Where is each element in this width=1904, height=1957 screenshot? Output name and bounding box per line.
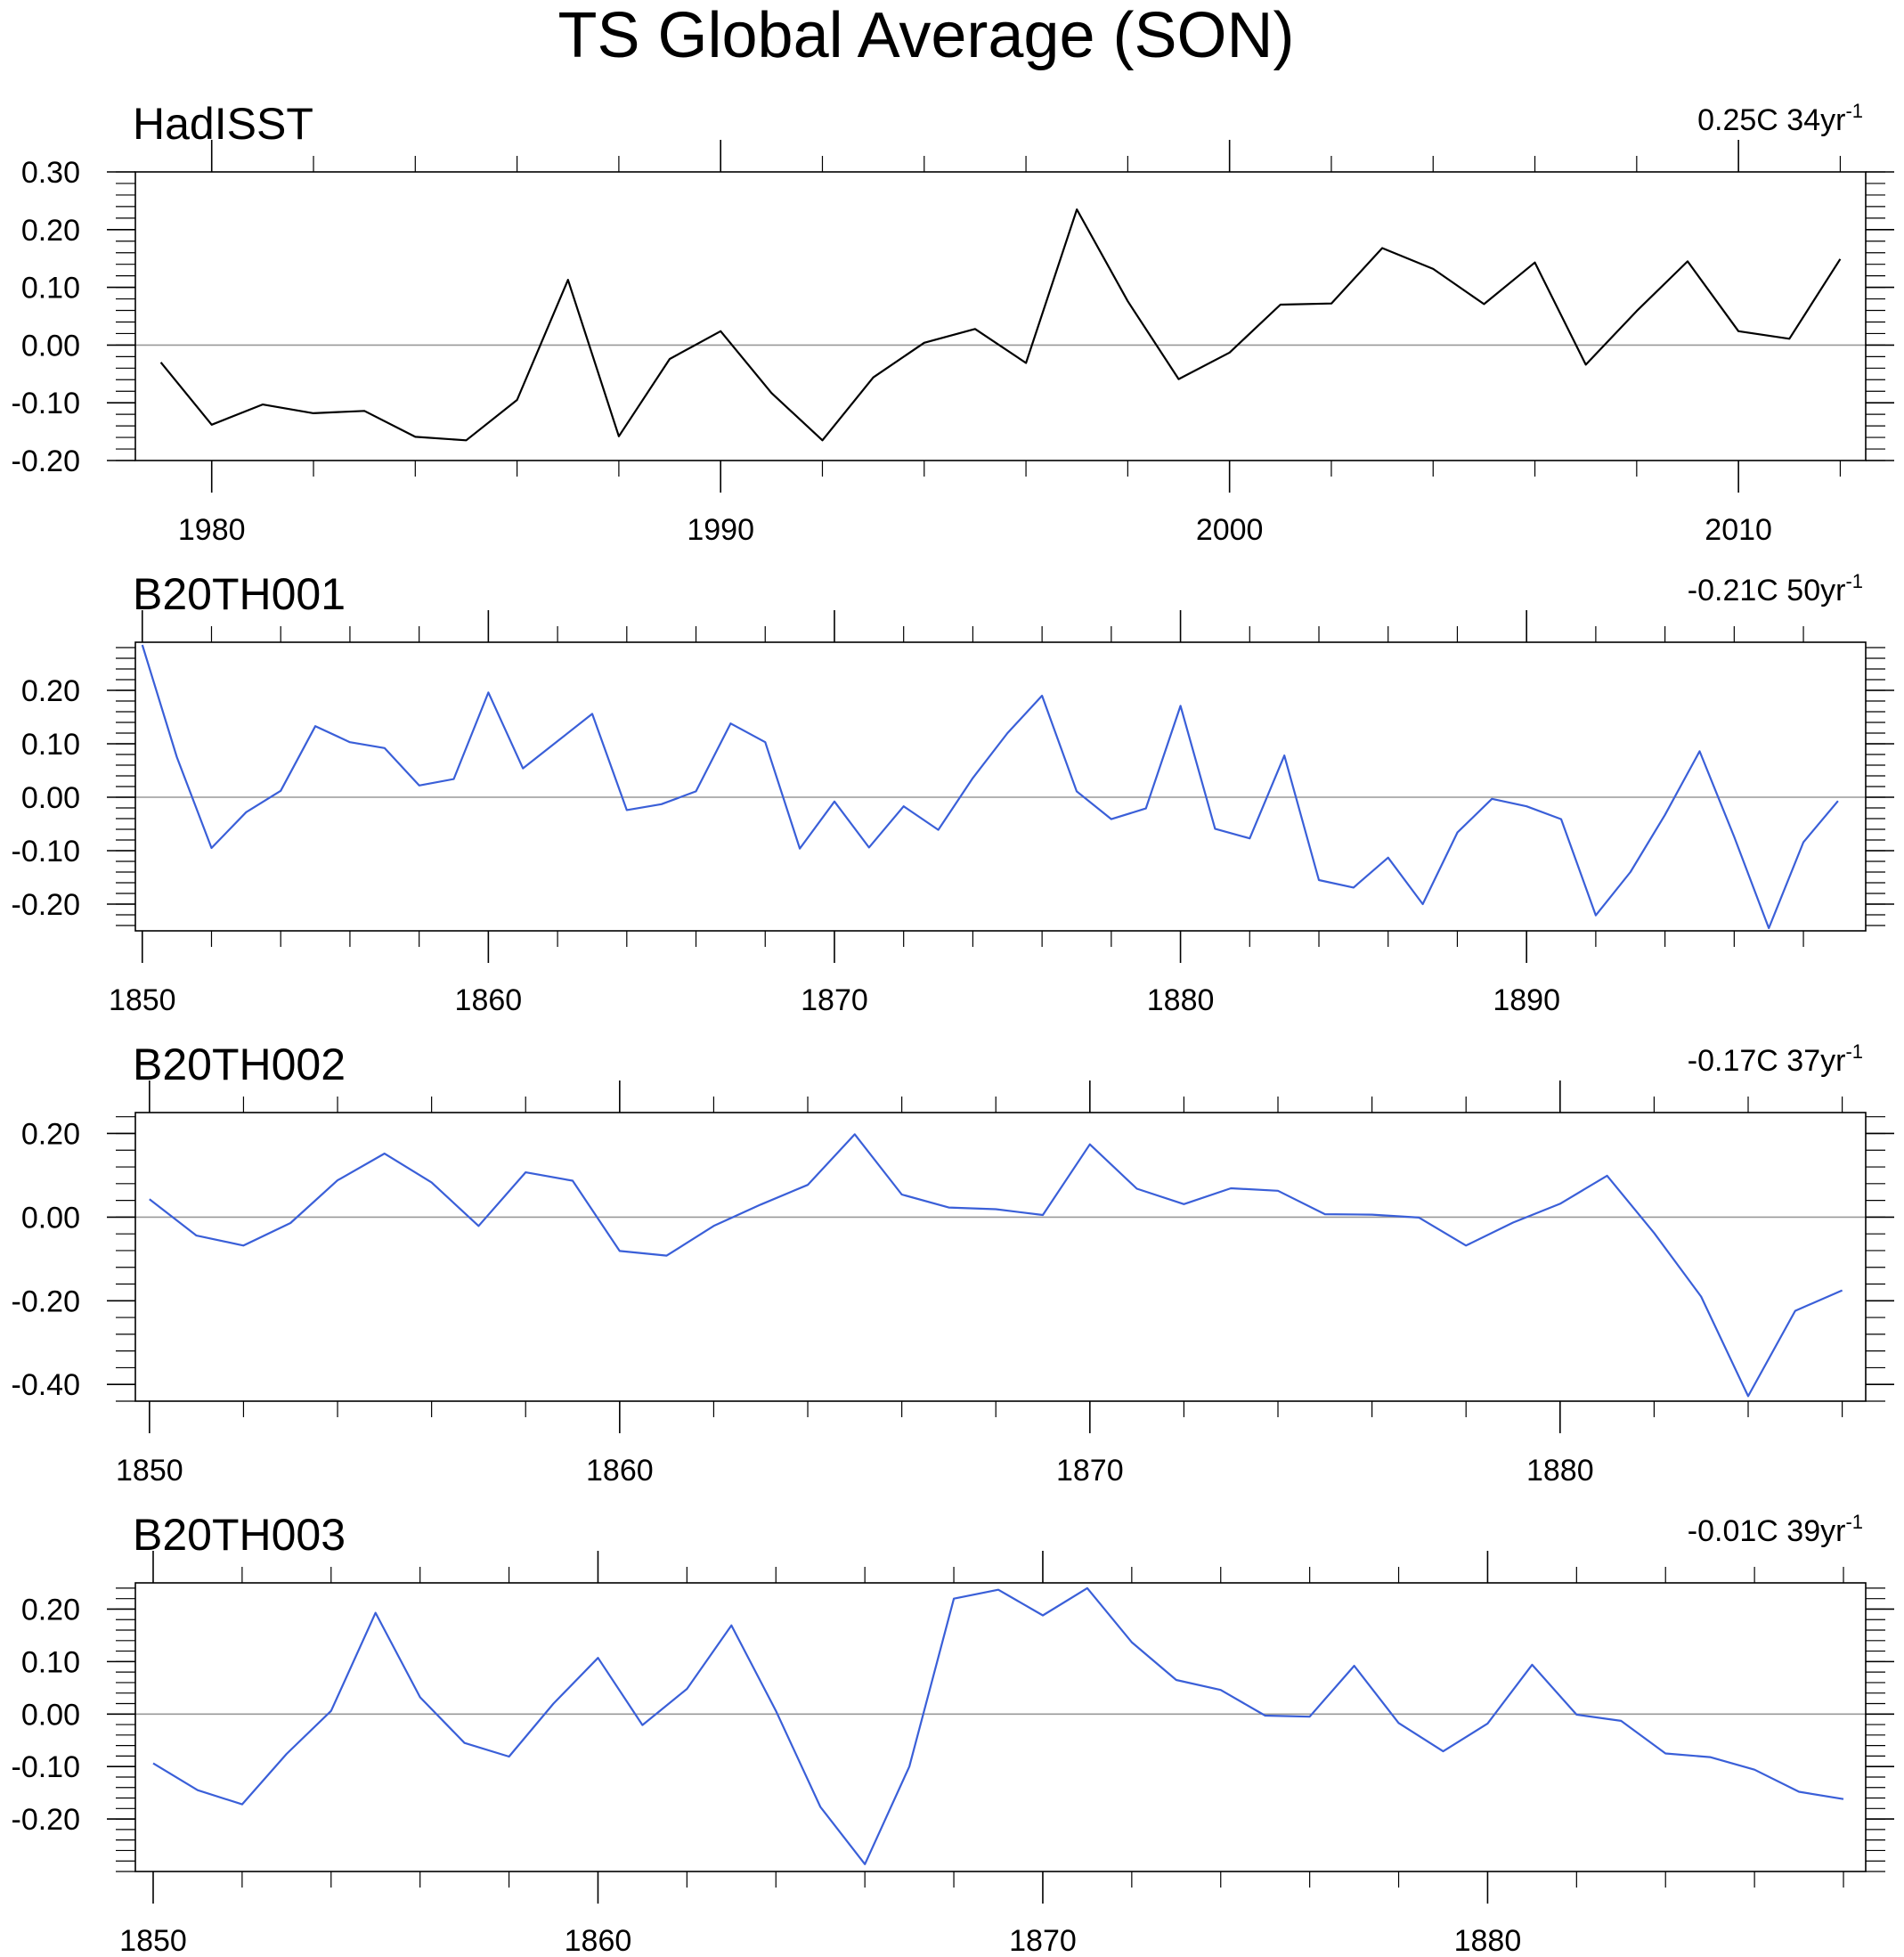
plot-area: -0.20 -0.10 0.00 0.10 0.20 0.30 1980 1990 2000 20… [12,140,1894,547]
x-tick-label: 1860 [565,1924,632,1957]
y-tick-label: 0.20 [21,674,80,708]
trend-exponent: -1 [1845,570,1863,592]
plot-area: -0.40 -0.20 0.00 0.20 1850 1860 1870 1880 [12,1080,1894,1488]
y-tick-label: 0.10 [21,1645,80,1679]
y-tick-label: -0.20 [12,888,81,922]
trend-label: -0.21C 50yr-1 [1688,570,1863,607]
trend-label: 0.25C 34yr-1 [1697,100,1863,137]
plot-frame [134,641,1867,932]
y-tick-label: -0.10 [12,387,81,420]
x-tick-label: 1870 [1009,1924,1077,1957]
y-tick-label: 0.00 [21,781,80,815]
panel-b20th001: B20TH001 -0.21C 50yr-1 -0.20 -0.10 0.00 0.1… [12,569,1894,1017]
y-tick-label: -0.20 [12,444,81,478]
x-tick-label: 2010 [1705,513,1772,547]
x-tick-label: 1880 [1526,1454,1594,1488]
trend-exponent: -1 [1845,100,1863,122]
x-tick-label: 1880 [1454,1924,1522,1957]
trend-label: -0.17C 37yr-1 [1688,1040,1863,1078]
series-line [141,644,1839,930]
panel-hadisst: HadISST 0.25C 34yr-1 -0.20 -0.10 0.00 0.10 0… [12,99,1894,547]
trend-text: -0.21C 50yr [1688,574,1846,607]
series-line [152,1586,1844,1865]
x-tick-label: 1980 [178,513,246,547]
panel-b20th002: B20TH002 -0.17C 37yr-1 -0.40 -0.20 0.00 0.2… [12,1040,1894,1488]
plot-area: -0.20 -0.10 0.00 0.10 0.20 1850 1860 1870 1880 [12,1551,1894,1957]
y-tick-label: 0.10 [21,272,80,306]
series-line [149,1133,1843,1398]
panel-b20th003: B20TH003 -0.01C 39yr-1 -0.20 -0.10 0.00 0.1… [12,1510,1894,1957]
x-tick-label: 1870 [1056,1454,1124,1488]
y-tick-label: -0.40 [12,1368,81,1402]
plot-area: -0.20 -0.10 0.00 0.10 0.20 1850 1860 1870 1880 18… [12,610,1894,1017]
x-tick-label: 1850 [119,1924,187,1957]
x-tick-label: 2000 [1196,513,1264,547]
trend-text: 0.25C 34yr [1697,103,1845,137]
panel-title: B20TH001 [133,569,346,619]
figure-title: TS Global Average (SON) [557,0,1294,71]
y-tick-label: 0.00 [21,1698,80,1732]
x-tick-label: 1860 [455,983,523,1017]
x-tick-label: 1860 [586,1454,654,1488]
panel-title: HadISST [133,99,313,149]
plot-frame [134,1582,1867,1872]
x-tick-label: 1850 [116,1454,183,1488]
y-tick-label: 0.00 [21,329,80,363]
panel-title: B20TH002 [133,1040,346,1089]
trend-text: -0.01C 39yr [1688,1514,1846,1548]
y-tick-label: -0.10 [12,1750,81,1784]
y-tick-label: 0.30 [21,156,80,190]
y-tick-label: -0.20 [12,1284,81,1318]
x-tick-label: 1850 [109,983,176,1017]
plot-frame [134,1112,1867,1402]
series-line [159,208,1842,442]
x-tick-label: 1880 [1147,983,1215,1017]
x-tick-label: 1890 [1493,983,1560,1017]
x-tick-label: 1870 [801,983,868,1017]
trend-exponent: -1 [1845,1511,1863,1533]
y-tick-label: -0.10 [12,835,81,868]
x-tick-label: 1990 [687,513,754,547]
y-tick-label: 0.00 [21,1201,80,1235]
y-tick-label: -0.20 [12,1803,81,1837]
y-tick-label: 0.10 [21,728,80,762]
panel-title: B20TH003 [133,1510,346,1560]
y-tick-label: 0.20 [21,214,80,248]
y-tick-label: 0.20 [21,1593,80,1627]
trend-label: -0.01C 39yr-1 [1688,1511,1863,1548]
trend-text: -0.17C 37yr [1688,1044,1846,1078]
plot-frame [134,171,1867,461]
trend-exponent: -1 [1845,1040,1863,1063]
y-tick-label: 0.20 [21,1117,80,1151]
